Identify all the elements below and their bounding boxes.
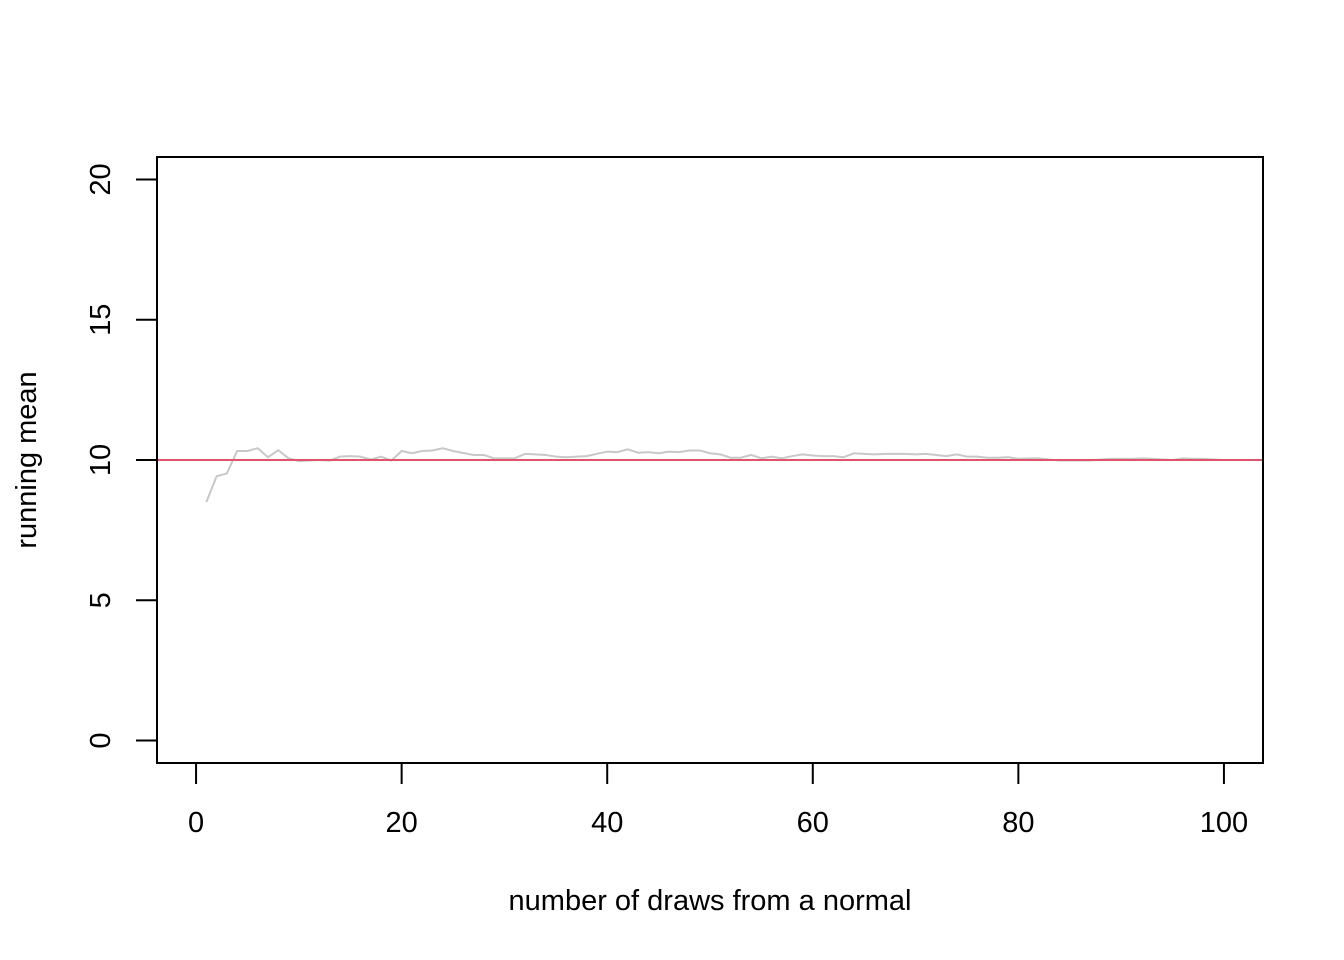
y-tick-label: 0: [85, 732, 117, 748]
running-mean-series-line: [205, 447, 1224, 503]
y-tick-label: 20: [85, 163, 117, 195]
x-axis-label: number of draws from a normal: [509, 885, 912, 917]
x-tick-label: 0: [188, 807, 204, 839]
x-tick-label: 100: [1200, 807, 1248, 839]
x-tick-label: 40: [591, 807, 623, 839]
y-axis-label: running mean: [11, 371, 43, 548]
x-tick-label: 60: [797, 807, 829, 839]
x-tick-label: 80: [1002, 807, 1034, 839]
x-tick-label: 20: [386, 807, 418, 839]
y-tick-label: 15: [85, 304, 117, 336]
plot-frame: [156, 156, 1264, 764]
y-tick-label: 10: [85, 444, 117, 476]
plot-lines: [157, 447, 1263, 503]
y-tick-label: 5: [85, 592, 117, 608]
axes: 0 20 40 60 80 100 0 5 10 15 20: [85, 163, 1248, 839]
